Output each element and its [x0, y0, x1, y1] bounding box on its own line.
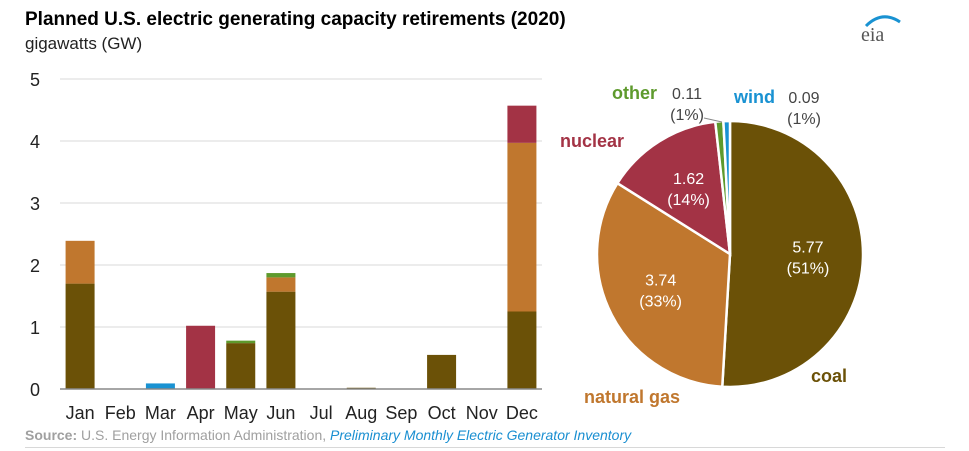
logo-text: eia: [861, 24, 884, 46]
y-tick-label-1: 1: [30, 318, 40, 338]
pie-percent-coal: (51%): [787, 260, 830, 277]
y-tick-label-5: 5: [30, 70, 40, 90]
x-tick-label-apr: Apr: [187, 403, 215, 423]
bar-jan-natural-gas: [65, 240, 95, 284]
bar-chart-bars: [65, 105, 537, 389]
pie-value-nuclear: 1.62: [673, 171, 704, 188]
unit-label: gigawatts (GW): [25, 34, 143, 53]
bar-dec-coal: [507, 311, 537, 389]
source-text: U.S. Energy Information Administration,: [81, 427, 327, 443]
bar-apr-nuclear: [186, 325, 216, 389]
x-tick-label-may: May: [224, 403, 258, 423]
bar-mar-wind: [145, 383, 175, 389]
footer-divider: [25, 447, 945, 448]
bar-dec-natural-gas: [507, 142, 537, 312]
y-tick-label-0: 0: [30, 380, 40, 400]
x-tick-label-mar: Mar: [145, 403, 176, 423]
x-tick-label-jan: Jan: [66, 403, 95, 423]
chart-title: Planned U.S. electric generating capacit…: [25, 9, 566, 30]
chart-area: 0 1 2 3 4 5 Jan Feb Mar Apr May Jun Jul Aug Sep Oct Nov D…: [30, 70, 865, 423]
x-tick-label-aug: Aug: [345, 403, 377, 423]
y-tick-label-4: 4: [30, 132, 40, 152]
x-tick-label-jun: Jun: [266, 403, 295, 423]
pie-value-coal: 5.77: [792, 239, 823, 256]
bar-chart-axis: 0 1 2 3 4 5 Jan Feb Mar Apr May Jun Jul Aug Sep Oct Nov D…: [30, 70, 542, 423]
y-tick-label-3: 3: [30, 194, 40, 214]
pie-category-label-nuclear: nuclear: [560, 131, 624, 151]
pie-category-label-coal: coal: [811, 366, 847, 386]
pie-category-label-other: other: [612, 83, 657, 103]
eia-logo: eia: [861, 15, 901, 46]
bar-dec-nuclear: [507, 105, 537, 143]
bar-chart-grid: [60, 78, 542, 328]
pie-slice-coal: [720, 119, 865, 389]
pie-slice-wind: [722, 119, 732, 255]
pie-percent-other: (1%): [670, 107, 704, 124]
source-note: Source: U.S. Energy Information Administ…: [25, 427, 631, 443]
bar-may-other: [226, 340, 256, 344]
y-tick-label-2: 2: [30, 256, 40, 276]
bar-jan-coal: [65, 283, 95, 389]
leader-line-other: [703, 117, 723, 123]
x-tick-label-oct: Oct: [428, 403, 456, 423]
bar-jun-other: [266, 273, 296, 278]
source-reference-link[interactable]: Preliminary Monthly Electric Generator I…: [330, 427, 632, 443]
bar-jun-natural-gas: [266, 277, 296, 292]
x-tick-label-sep: Sep: [385, 403, 417, 423]
source-label: Source:: [25, 427, 78, 443]
pie-category-label-wind: wind: [733, 87, 775, 107]
pie-percent-nuclear: (14%): [667, 192, 710, 209]
pie-percent-wind: (1%): [787, 111, 821, 128]
x-tick-label-nov: Nov: [466, 403, 498, 423]
pie-value-natural-gas: 3.74: [645, 273, 676, 290]
pie-percent-natural-gas: (33%): [639, 294, 682, 311]
x-tick-label-jul: Jul: [310, 403, 333, 423]
pie-value-wind: 0.09: [788, 90, 819, 107]
pie-chart-labels: 5.77 (51%) 3.74 (33%) 1.62 (14%) coal natural g…: [560, 83, 847, 407]
pie-slice-nuclear: [615, 120, 732, 257]
x-tick-label-feb: Feb: [105, 403, 136, 423]
logo-arc: [864, 15, 901, 28]
bar-may-coal: [226, 343, 256, 389]
bar-oct-coal: [427, 354, 457, 389]
x-tick-label-dec: Dec: [506, 403, 538, 423]
pie-chart: [595, 119, 865, 389]
pie-category-label-natural-gas: natural gas: [584, 387, 680, 407]
pie-value-other: 0.11: [672, 86, 702, 103]
bar-jun-coal: [266, 291, 296, 389]
